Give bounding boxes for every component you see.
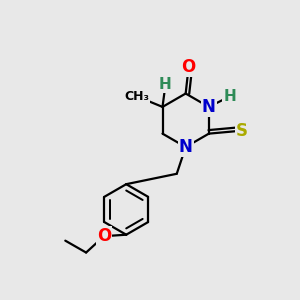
Text: H: H xyxy=(159,77,172,92)
Text: O: O xyxy=(97,227,111,245)
Text: S: S xyxy=(236,122,247,140)
Text: O: O xyxy=(182,58,196,76)
Text: H: H xyxy=(223,89,236,104)
Text: CH₃: CH₃ xyxy=(125,90,150,103)
Text: N: N xyxy=(202,98,216,116)
Text: N: N xyxy=(179,138,193,156)
